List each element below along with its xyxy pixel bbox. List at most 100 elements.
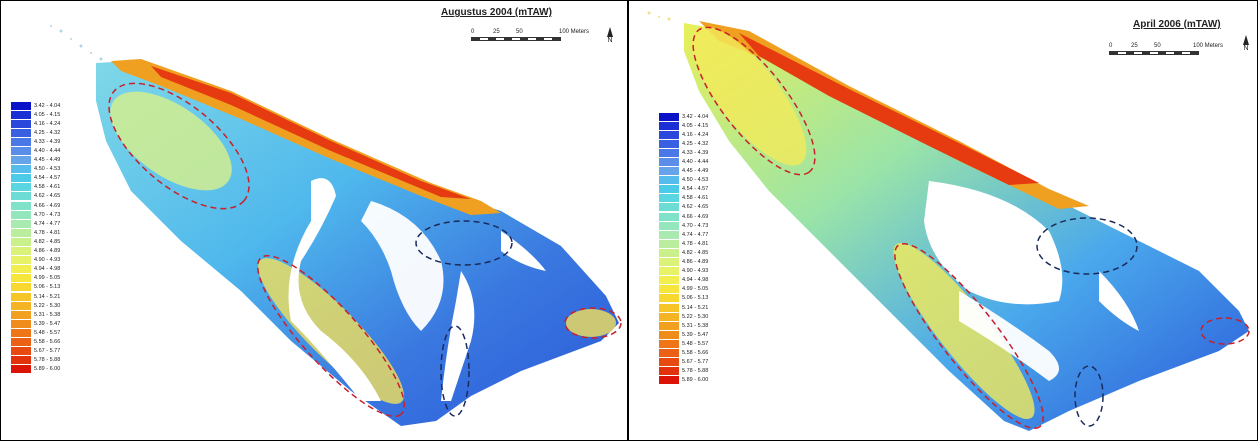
legend-swatch bbox=[11, 319, 31, 328]
legend-label: 4.25 - 4.32 bbox=[34, 129, 61, 136]
legend-label: 4.99 - 5.05 bbox=[682, 286, 709, 293]
legend-swatch bbox=[11, 128, 31, 137]
legend-swatch bbox=[659, 348, 679, 357]
legend-label: 4.70 - 4.73 bbox=[682, 222, 709, 229]
legend-label: 4.45 - 4.49 bbox=[682, 168, 709, 175]
legend-item: 5.67 - 5.77 bbox=[11, 347, 60, 356]
legend-label: 4.50 - 4.53 bbox=[682, 177, 709, 184]
map-title: Augustus 2004 (mTAW) bbox=[441, 7, 552, 18]
legend-swatch bbox=[659, 312, 679, 321]
legend-item: 3.42 - 4.04 bbox=[659, 112, 708, 121]
legend-swatch bbox=[11, 147, 31, 156]
legend-swatch bbox=[659, 276, 679, 285]
legend-swatch bbox=[659, 330, 679, 339]
legend-swatch bbox=[659, 148, 679, 157]
legend-label: 5.89 - 6.00 bbox=[682, 377, 709, 384]
legend-label: 4.78 - 4.81 bbox=[34, 229, 61, 236]
legend-label: 4.62 - 4.65 bbox=[682, 204, 709, 211]
legend-label: 4.33 - 4.39 bbox=[34, 138, 61, 145]
legend-label: 4.58 - 4.61 bbox=[34, 184, 61, 191]
legend-swatch bbox=[11, 274, 31, 283]
legend-swatch bbox=[11, 137, 31, 146]
scale-tick-50: 50 bbox=[516, 29, 523, 35]
legend-label: 4.40 - 4.44 bbox=[34, 148, 61, 155]
legend-swatch bbox=[11, 256, 31, 265]
legend-item: 4.50 - 4.53 bbox=[659, 176, 708, 185]
legend-label: 3.42 - 4.04 bbox=[34, 102, 61, 109]
map-title: April 2006 (mTAW) bbox=[1133, 19, 1221, 30]
legend-item: 5.48 - 5.57 bbox=[11, 328, 60, 337]
legend-label: 5.78 - 5.88 bbox=[682, 368, 709, 375]
legend-swatch bbox=[659, 285, 679, 294]
legend-label: 4.90 - 4.93 bbox=[682, 268, 709, 275]
north-label: N bbox=[607, 37, 613, 44]
north-arrow-icon: N bbox=[1241, 35, 1251, 52]
legend-item: 4.86 - 4.89 bbox=[659, 258, 708, 267]
legend-swatch bbox=[11, 119, 31, 128]
legend-label: 4.50 - 4.53 bbox=[34, 166, 61, 173]
legend-label: 5.39 - 5.47 bbox=[34, 320, 61, 327]
legend-item: 5.78 - 5.88 bbox=[11, 356, 60, 365]
legend-swatch bbox=[11, 228, 31, 237]
legend-item: 4.86 - 4.89 bbox=[11, 247, 60, 256]
legend-swatch bbox=[11, 101, 31, 110]
legend-swatch bbox=[11, 201, 31, 210]
legend-swatch bbox=[11, 165, 31, 174]
legend-swatch bbox=[659, 321, 679, 330]
legend-label: 5.14 - 5.21 bbox=[682, 304, 709, 311]
legend-label: 4.25 - 4.32 bbox=[682, 140, 709, 147]
map-panel-august-2004: Augustus 2004 (mTAW) 0 25 50 100 Meters … bbox=[0, 0, 628, 441]
legend-label: 4.16 - 4.24 bbox=[682, 131, 709, 138]
legend-swatch bbox=[659, 258, 679, 267]
legend-label: 5.89 - 6.00 bbox=[34, 366, 61, 373]
legend-item: 4.94 - 4.98 bbox=[659, 276, 708, 285]
legend-swatch bbox=[659, 194, 679, 203]
legend-item: 4.58 - 4.61 bbox=[11, 183, 60, 192]
legend-swatch bbox=[11, 356, 31, 365]
legend-label: 4.94 - 4.98 bbox=[34, 266, 61, 273]
legend-swatch bbox=[11, 365, 31, 374]
legend-swatch bbox=[659, 376, 679, 385]
scale-tick-25: 25 bbox=[1131, 43, 1138, 49]
legend-item: 3.42 - 4.04 bbox=[11, 101, 60, 110]
legend-item: 4.99 - 5.05 bbox=[11, 274, 60, 283]
legend-item: 5.58 - 5.66 bbox=[659, 348, 708, 357]
legend-item: 5.14 - 5.21 bbox=[11, 292, 60, 301]
legend-item: 4.45 - 4.49 bbox=[659, 167, 708, 176]
legend-label: 5.78 - 5.88 bbox=[34, 357, 61, 364]
legend-swatch bbox=[11, 110, 31, 119]
legend-item: 4.90 - 4.93 bbox=[11, 256, 60, 265]
legend-item: 5.14 - 5.21 bbox=[659, 303, 708, 312]
legend-item: 4.25 - 4.32 bbox=[11, 128, 60, 137]
legend-swatch bbox=[11, 183, 31, 192]
legend-label: 5.67 - 5.77 bbox=[34, 348, 61, 355]
legend-swatch bbox=[659, 203, 679, 212]
legend-item: 4.16 - 4.24 bbox=[11, 119, 60, 128]
scale-tick-50: 50 bbox=[1154, 43, 1161, 49]
legend-item: 5.22 - 5.30 bbox=[659, 312, 708, 321]
legend-swatch bbox=[659, 158, 679, 167]
legend-item: 4.66 - 4.69 bbox=[659, 212, 708, 221]
legend-item: 4.25 - 4.32 bbox=[659, 139, 708, 148]
legend-label: 5.06 - 5.13 bbox=[682, 295, 709, 302]
legend-label: 5.48 - 5.57 bbox=[34, 329, 61, 336]
legend-swatch bbox=[11, 237, 31, 246]
legend-swatch bbox=[659, 294, 679, 303]
scale-tick-100: 100 Meters bbox=[1193, 43, 1224, 49]
legend-item: 4.78 - 4.81 bbox=[659, 239, 708, 248]
legend-item: 5.31 - 5.38 bbox=[659, 321, 708, 330]
legend-item: 5.89 - 6.00 bbox=[11, 365, 60, 374]
elevation-map-april-2006 bbox=[647, 11, 1250, 431]
legend-label: 4.54 - 4.57 bbox=[34, 175, 61, 182]
legend-swatch bbox=[11, 301, 31, 310]
legend-label: 4.82 - 4.85 bbox=[682, 249, 709, 256]
legend-swatch bbox=[659, 185, 679, 194]
legend-label: 5.06 - 5.13 bbox=[34, 284, 61, 291]
legend-label: 4.62 - 4.65 bbox=[34, 193, 61, 200]
legend-swatch bbox=[11, 283, 31, 292]
legend-item: 4.50 - 4.53 bbox=[11, 165, 60, 174]
legend-swatch bbox=[659, 130, 679, 139]
legend-label: 4.45 - 4.49 bbox=[34, 157, 61, 164]
legend-swatch bbox=[659, 358, 679, 367]
legend-swatch bbox=[11, 265, 31, 274]
